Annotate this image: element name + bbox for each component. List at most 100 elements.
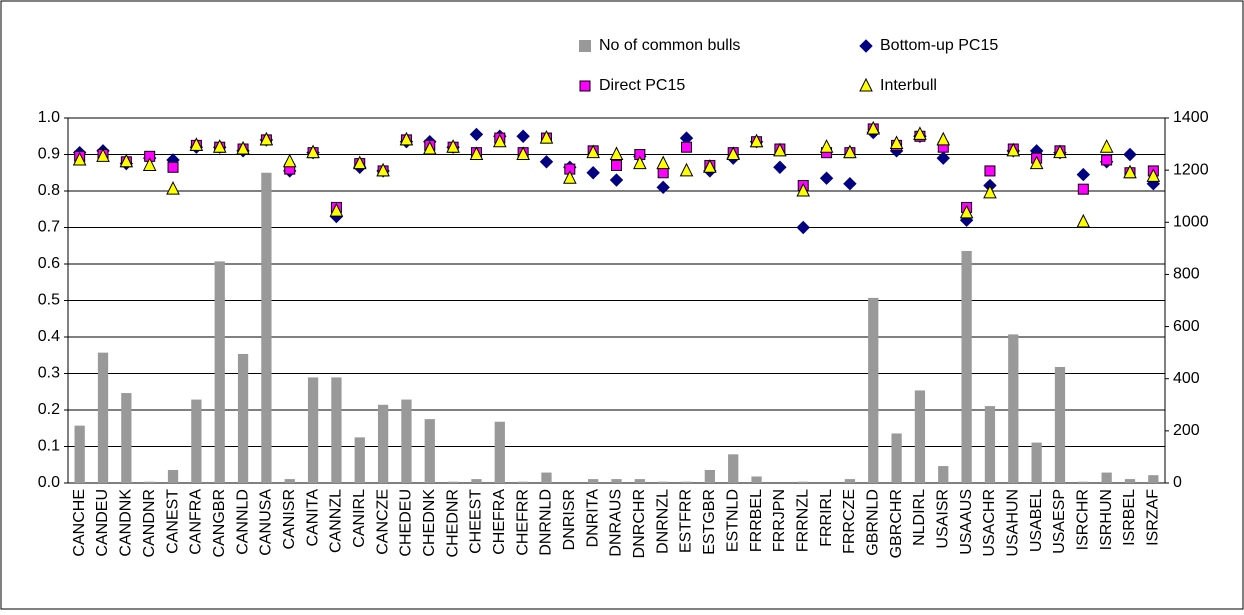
x-tick-label: CANDNK (118, 489, 135, 557)
y2-tick-label: 1000 (1173, 214, 1209, 231)
marker (72, 151, 87, 166)
bar (868, 297, 879, 483)
x-tick-label: FRRBEL (748, 489, 765, 552)
bar (144, 481, 155, 483)
x-tick-label: ESTNLD (724, 489, 741, 552)
marker (539, 155, 554, 169)
marker (913, 126, 927, 140)
marker (609, 173, 624, 187)
x-tick-label: FRRJPN (771, 489, 788, 552)
marker (984, 165, 996, 177)
bar (214, 261, 225, 483)
x-tick-label: USAESP (1051, 489, 1068, 554)
x-tick-label: ESTGBR (701, 489, 718, 555)
x-tick-label: FRRCZE (841, 489, 858, 554)
x-tick-label: DNRITA (584, 489, 601, 548)
y-tick-label: 0.9 (38, 146, 60, 163)
x-tick-label: CHEDEU (398, 489, 415, 557)
bar (891, 433, 902, 483)
bar (1054, 366, 1066, 483)
bar (261, 172, 272, 483)
bar (494, 421, 505, 483)
marker (679, 162, 694, 177)
x-tick-label: USAHUN (1005, 489, 1022, 557)
bar (1101, 472, 1112, 483)
marker (1123, 164, 1137, 179)
marker (609, 146, 624, 160)
bar (447, 481, 459, 483)
bar (798, 481, 809, 483)
bar (97, 352, 109, 483)
marker (422, 140, 437, 155)
legend-label: Interbull (880, 77, 937, 94)
legend-swatch (579, 40, 591, 52)
marker (1076, 213, 1091, 228)
marker (1101, 154, 1113, 166)
marker (516, 146, 530, 160)
x-tick-label: CANGBR (211, 489, 228, 557)
marker (703, 159, 717, 173)
x-tick-label: GBRNLD (864, 489, 881, 556)
marker (796, 182, 811, 197)
x-tick-label: GBRCHR (888, 489, 905, 558)
marker (282, 153, 297, 168)
marker (189, 137, 204, 151)
marker (1076, 167, 1091, 182)
x-tick-label: CANCHE (71, 489, 88, 557)
legend-label: No of common bulls (599, 37, 740, 54)
marker (1053, 144, 1067, 159)
x-tick-label: CANITA (304, 489, 321, 547)
marker (329, 202, 344, 217)
bar (1008, 334, 1019, 483)
marker (1123, 147, 1137, 162)
marker (119, 153, 134, 168)
y2-tick-label: 1400 (1173, 109, 1209, 126)
x-tick-label: USAISR (934, 489, 951, 549)
y2-tick-label: 800 (1173, 266, 1200, 283)
bar (121, 393, 132, 483)
marker (749, 133, 764, 148)
bar (424, 419, 435, 483)
legend-label: Direct PC15 (599, 77, 685, 94)
bar (471, 479, 482, 483)
bar (284, 479, 295, 483)
x-tick-label: ISRHUN (1098, 489, 1115, 550)
x-tick-label: DNRNZL (654, 489, 671, 554)
marker (959, 204, 974, 219)
y2-tick-label: 400 (1173, 370, 1200, 387)
legend-item: Bottom-up PC15 (859, 37, 998, 54)
bar (658, 481, 669, 483)
marker (1006, 142, 1021, 157)
x-tick-label: CANDEU (94, 489, 111, 557)
x-tick-label: CANNLD (234, 489, 251, 555)
y-tick-label: 1.0 (38, 109, 60, 126)
bar (751, 476, 762, 483)
bar (984, 406, 996, 483)
marker (399, 131, 414, 146)
marker (586, 144, 600, 159)
marker (936, 131, 951, 146)
legend-swatch (859, 77, 873, 92)
x-tick-label: CHEDNK (421, 489, 438, 557)
bar (1124, 479, 1136, 483)
bar (588, 479, 599, 483)
bar (74, 425, 85, 483)
bar (1031, 442, 1042, 483)
x-tick-label: FRRNZL (794, 489, 811, 552)
y-tick-label: 0.5 (38, 292, 60, 309)
legend-swatch (579, 80, 591, 92)
marker (1099, 139, 1114, 153)
marker (492, 133, 507, 148)
marker (657, 167, 669, 179)
y2-tick-label: 200 (1173, 422, 1200, 439)
marker (1077, 183, 1089, 195)
marker (563, 170, 577, 184)
marker (96, 148, 110, 162)
marker (889, 135, 904, 150)
marker (796, 220, 810, 235)
x-tick-label: ESTFRR (678, 489, 695, 553)
y-tick-label: 0.7 (38, 219, 60, 236)
bar (518, 481, 529, 483)
y-tick-label: 0.0 (38, 474, 60, 491)
